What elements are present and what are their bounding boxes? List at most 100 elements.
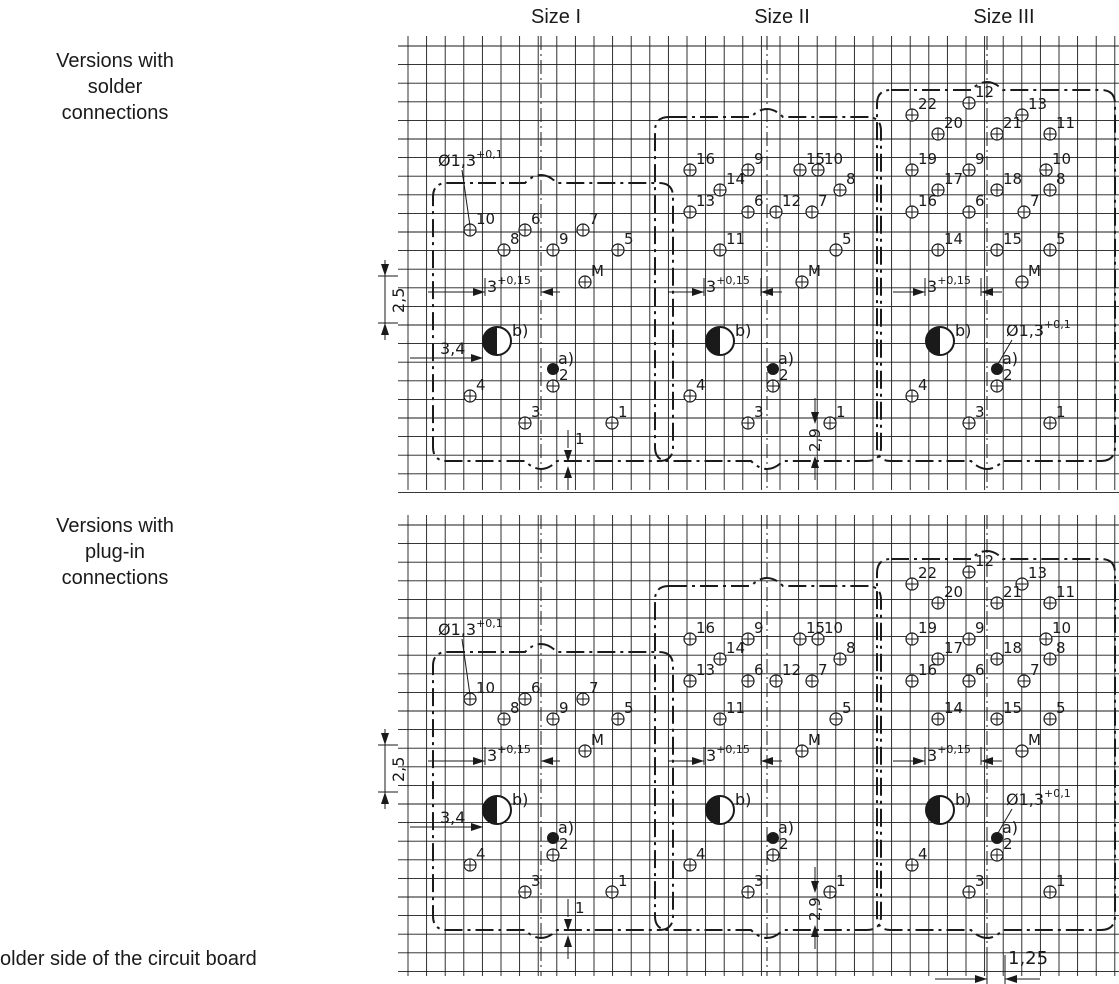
leader-line (997, 808, 1013, 834)
grid-top (398, 36, 1119, 493)
dim-1-25: 1,25 (935, 948, 1048, 984)
pin-label: 5 (842, 699, 852, 717)
pin-hole: 19 (905, 150, 937, 177)
pin-hole: 7 (1017, 661, 1040, 688)
pin-label: 5 (1056, 699, 1066, 717)
mark-b: b) (955, 790, 971, 809)
pin-hole: 1 (605, 403, 628, 430)
dim-2-5-label: 2,5 (389, 757, 408, 782)
pin-hole: 8 (1043, 639, 1066, 666)
leader-line (461, 638, 471, 696)
pin-hole: 9 (741, 150, 764, 177)
pin-label: 10 (824, 619, 843, 637)
pin-hole: 4 (905, 845, 928, 872)
pin-label: 14 (944, 699, 963, 717)
dim-2-9-label: 2,9 (806, 428, 824, 452)
arrow-head (811, 881, 819, 893)
pin-hole: 12 (962, 83, 994, 110)
pin-hole: M (578, 731, 604, 758)
arrow-head (564, 935, 572, 947)
leader-line (461, 169, 471, 227)
pin-label: 11 (1056, 114, 1075, 132)
dim-3-label: 3+0,15 (487, 274, 531, 296)
pin-hole: 14 (713, 639, 745, 666)
arrow-head (981, 288, 993, 296)
connector-outline (876, 81, 1116, 470)
pin-hole: 7 (576, 210, 599, 237)
pin-label: 4 (918, 376, 928, 394)
pin-hole: 16 (683, 150, 715, 177)
pin-label: 4 (918, 845, 928, 863)
pin-hole: 11 (713, 230, 745, 257)
pin-hole: 12 (962, 552, 994, 579)
pin-hole: 7 (1017, 192, 1040, 219)
pin-hole: 2 (990, 835, 1013, 862)
pin-label: 7 (818, 661, 828, 679)
pin-hole: 5 (611, 699, 634, 726)
pin-label: 8 (510, 230, 520, 248)
mark-a: a) (778, 349, 794, 368)
pin-label: 5 (624, 230, 634, 248)
pin-hole: 21 (990, 583, 1022, 610)
pin-label: 1 (836, 403, 846, 421)
pin-hole: 2 (546, 366, 569, 393)
pin-hole: 9 (546, 699, 569, 726)
pin-hole: 18 (990, 170, 1022, 197)
size-3-layout: 22 20 19 17 16 14 12 9 6 13 21 18 15 11 10 87 5M 4 2 3 1 b) a)… (876, 550, 1116, 939)
column-title-size-2: Size II (754, 6, 810, 28)
pin-hole: 8 (497, 699, 520, 726)
pin-hole: 10 (811, 619, 843, 646)
hole-diameter-label: Ø1,3+0,1 (438, 617, 503, 639)
pin-label: 20 (944, 114, 963, 132)
arrow-head (811, 456, 819, 468)
pin-hole: 3 (962, 872, 985, 899)
pin-hole: 7 (805, 192, 828, 219)
pin-label: 4 (476, 845, 486, 863)
row-label-solder-line-1: Versions with (56, 50, 174, 72)
pin-label: 18 (1003, 170, 1022, 188)
pin-hole: 1 (823, 872, 846, 899)
pin-label: 3 (531, 403, 541, 421)
pin-label: 5 (842, 230, 852, 248)
pin-label: 10 (824, 150, 843, 168)
mark-a-dot (547, 363, 559, 375)
pin-hole: 1 (605, 872, 628, 899)
pin-label: 9 (754, 150, 764, 168)
polarization-half (926, 327, 940, 355)
pin-hole: 20 (931, 583, 963, 610)
pin-label: 17 (944, 639, 963, 657)
pin-label: 1 (1056, 872, 1066, 890)
pin-hole: 13 (683, 192, 715, 219)
pin-label: 1 (836, 872, 846, 890)
pin-label: 14 (726, 639, 745, 657)
pin-hole: 2 (990, 366, 1013, 393)
pin-hole: 12 (769, 661, 801, 688)
pin-label: 2 (779, 366, 789, 384)
pin-label: 14 (726, 170, 745, 188)
pin-hole: 7 (805, 661, 828, 688)
pin-hole: 11 (713, 699, 745, 726)
arrow-head (473, 757, 485, 765)
pin-hole: 20 (931, 114, 963, 141)
pin-hole: 5 (611, 230, 634, 257)
pin-label: 4 (696, 845, 706, 863)
pin-label: 2 (1003, 366, 1013, 384)
pin-label: 6 (754, 661, 764, 679)
pin-label: 16 (918, 192, 937, 210)
pin-hole: 5 (829, 230, 852, 257)
mark-b: b) (735, 321, 751, 340)
mark-a-dot (767, 363, 779, 375)
pin-label: 10 (476, 679, 495, 697)
pin-hole: 3 (741, 403, 764, 430)
pin-hole: 15 (990, 230, 1022, 257)
pin-label: 3 (531, 872, 541, 890)
pin-label: M (591, 262, 604, 280)
pin-hole: 6 (741, 661, 764, 688)
pin-label: 2 (559, 835, 569, 853)
pin-label: 12 (782, 192, 801, 210)
pin-label: 8 (1056, 639, 1066, 657)
pin-hole: 9 (741, 619, 764, 646)
pin-hole: 4 (463, 376, 486, 403)
